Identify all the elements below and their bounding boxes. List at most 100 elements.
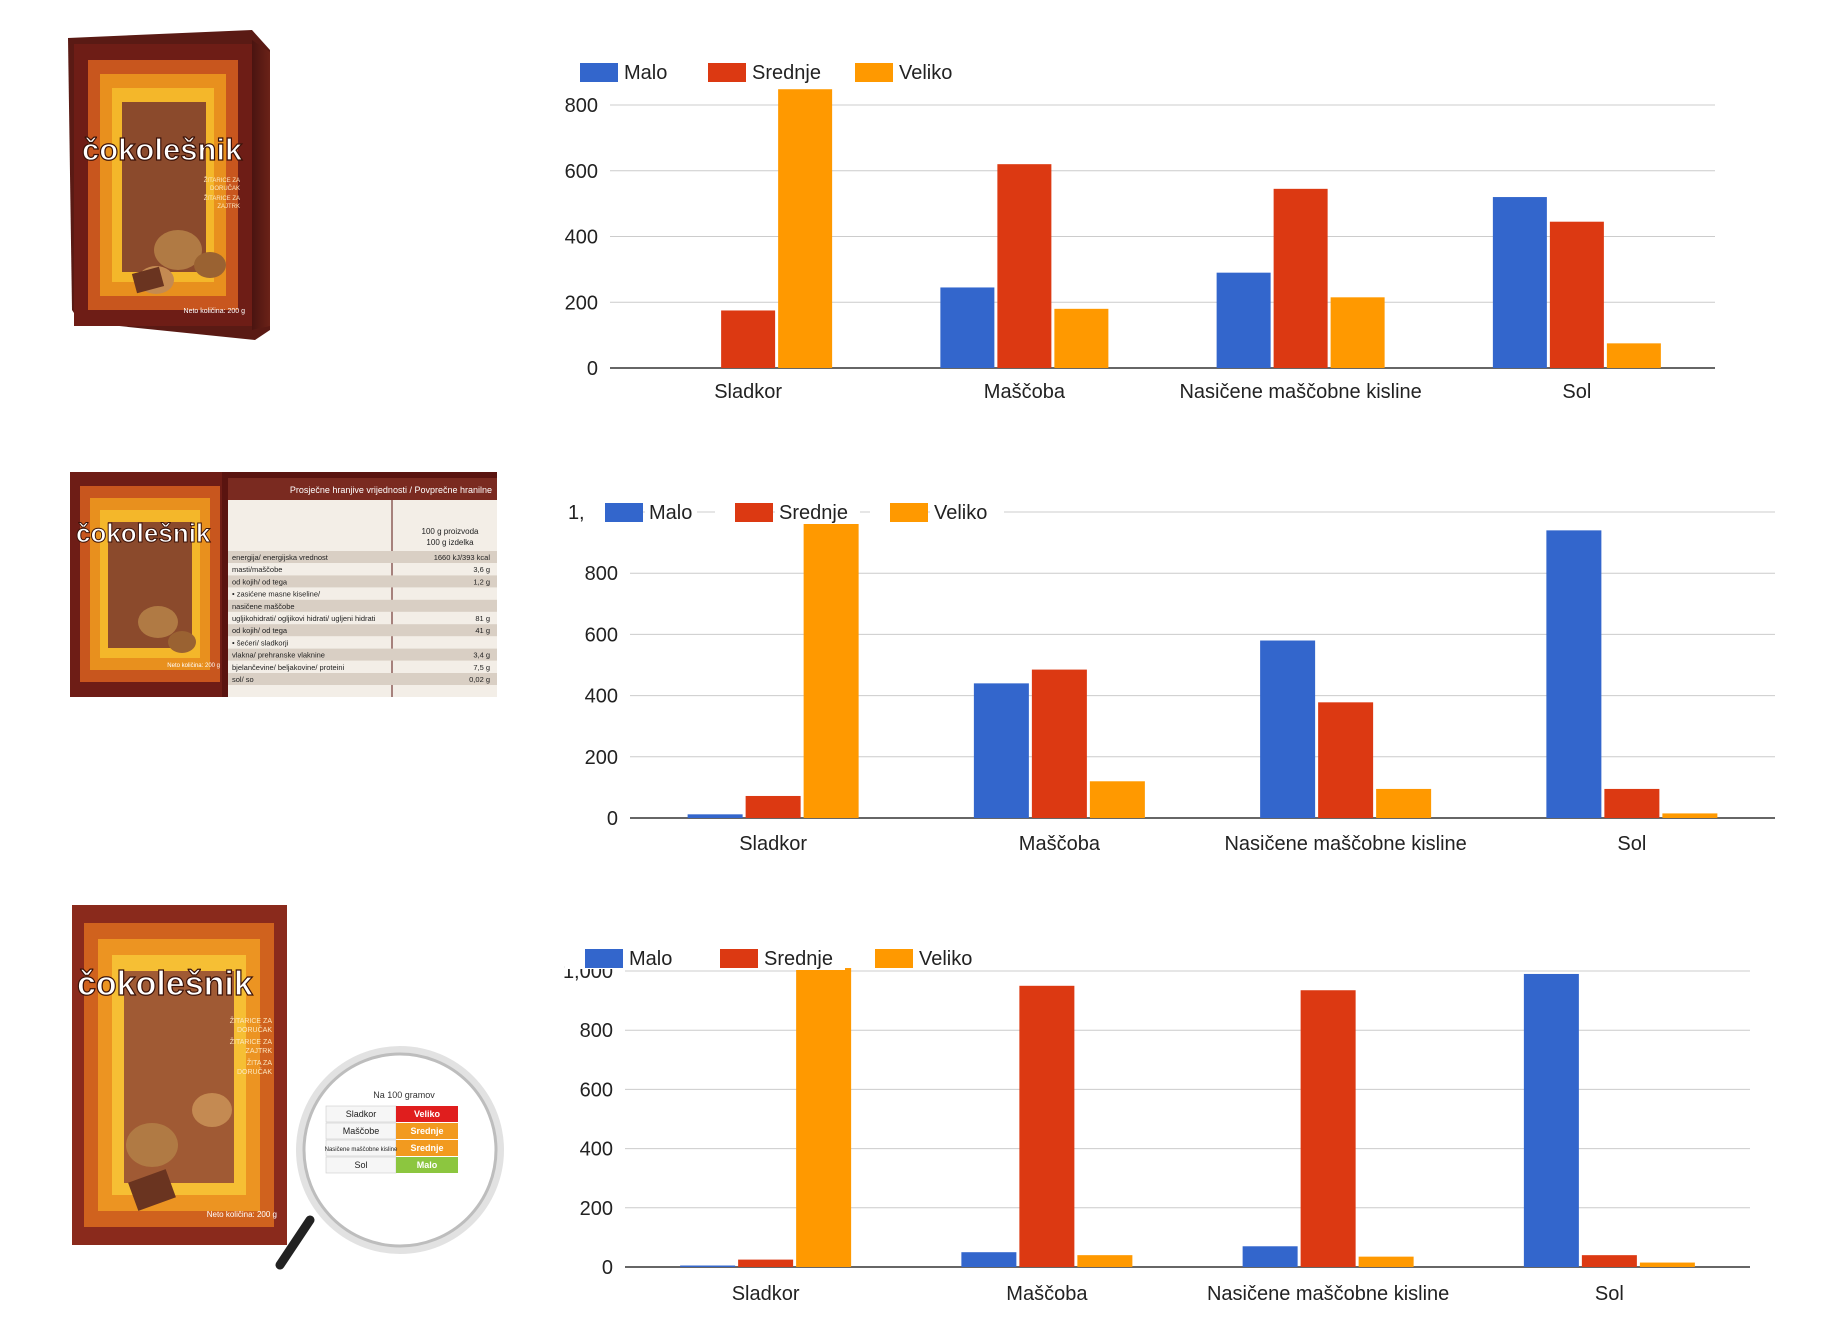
svg-text:ZAJTRK: ZAJTRK <box>246 1048 273 1055</box>
nutrition-row-name: • šećeri/ sladkorji <box>232 638 289 647</box>
level-badge <box>396 1140 458 1156</box>
svg-text:Neto količina: 200 g: Neto količina: 200 g <box>207 1210 277 1219</box>
magnifier-row-level: Veliko <box>414 1109 441 1119</box>
y-tick-label: 600 <box>580 1079 613 1101</box>
legend-label: Malo <box>624 62 667 84</box>
bar-malo <box>1260 640 1316 818</box>
nutrition-row-name: od kojih/ od tega <box>232 626 288 635</box>
magnifier-row-level: Srednje <box>410 1126 443 1136</box>
bar-veliko <box>1077 1255 1133 1267</box>
y-tick-label: 800 <box>565 95 598 117</box>
cereal-box-front-2: čokolešnik Neto količina: 200 g <box>70 472 230 697</box>
svg-text:ŽITA ZA: ŽITA ZA <box>247 1058 272 1067</box>
x-category-label: Maščoba <box>1019 833 1101 855</box>
legend-swatch <box>875 949 913 968</box>
svg-text:100 g proizvoda: 100 g proizvoda <box>422 527 479 536</box>
legend-label: Malo <box>649 502 692 524</box>
svg-text:ŽITARICE ZA: ŽITARICE ZA <box>204 194 240 202</box>
nutrition-row-name: bjelančevine/ beljakovine/ proteini <box>232 663 344 672</box>
legend-label: Srednje <box>752 62 821 84</box>
legend-swatch <box>890 503 928 522</box>
x-category-label: Sladkor <box>732 1283 800 1305</box>
y-tick-label: 800 <box>585 563 618 585</box>
bar-srednje <box>1581 1255 1637 1267</box>
nutrition-row-name: od kojih/ od tega <box>232 577 288 586</box>
chart-2: 02004006008001,000SladkorMaščobaNasičene… <box>568 500 1775 855</box>
x-category-label: Maščoba <box>1006 1283 1088 1305</box>
bar-malo <box>1492 197 1547 368</box>
legend-swatch <box>580 63 618 82</box>
magnifier: Na 100 gramov Sladkor Veliko Maščobe Srednj… <box>275 1046 504 1270</box>
bar-malo <box>1242 1246 1298 1267</box>
legend-swatch <box>855 63 893 82</box>
level-badge <box>396 1106 458 1122</box>
nutrition-row-name: energija/ energijska vrednost <box>232 553 329 562</box>
bar-srednje <box>1031 669 1087 818</box>
row-3: čokolešnik ŽITARICE ZA DORUČAK ŽITARICE … <box>0 900 1842 1320</box>
x-category-label: Sol <box>1617 833 1646 855</box>
bar-malo <box>680 1265 736 1267</box>
bar-veliko <box>1089 781 1145 818</box>
nutrition-row-value: 1,2 g <box>473 577 490 586</box>
row-2: čokolešnik Neto količina: 200 g Prosječn… <box>0 460 1842 880</box>
x-category-label: Sol <box>1562 381 1591 403</box>
brand-logo: čokolešnik <box>76 518 211 548</box>
bar-malo <box>973 683 1029 818</box>
bar-malo <box>940 287 995 368</box>
y-tick-label: 0 <box>587 358 598 380</box>
svg-text:DORUČAK: DORUČAK <box>237 1025 272 1034</box>
magnifier-title: Na 100 gramov <box>373 1090 435 1100</box>
y-tick-label: 800 <box>580 1020 613 1042</box>
y-tick-label: 0 <box>607 808 618 830</box>
cereal-box-front-3: čokolešnik ŽITARICE ZA DORUČAK ŽITARICE … <box>72 905 287 1245</box>
nutrition-row-value: 41 g <box>475 626 490 635</box>
bar-veliko <box>1054 308 1109 368</box>
legend-label: Srednje <box>779 502 848 524</box>
svg-text:ŽITARICE ZA: ŽITARICE ZA <box>204 176 240 184</box>
svg-text:DORUČAK: DORUČAK <box>237 1067 272 1076</box>
legend-label: Veliko <box>934 502 987 524</box>
nutrition-row-name: vlakna/ prehranske vlaknine <box>232 651 325 660</box>
svg-text:ŽITARICE ZA: ŽITARICE ZA <box>230 1016 273 1025</box>
y-tick-label: 600 <box>565 161 598 183</box>
bar-srednje <box>721 310 776 368</box>
bar-srednje <box>1300 990 1356 1267</box>
nutrition-row-value: 0,02 g <box>469 675 490 684</box>
magnifier-row-name: Sol <box>354 1160 367 1170</box>
bar-malo <box>687 814 743 818</box>
magnifier-row-level: Srednje <box>410 1143 443 1153</box>
nutrition-row-value: 81 g <box>475 614 490 623</box>
bar-srednje <box>997 164 1052 368</box>
bar-srednje <box>1019 985 1075 1267</box>
y-tick-label: 200 <box>580 1198 613 1220</box>
bar-malo <box>1216 272 1271 368</box>
legend-swatch <box>735 503 773 522</box>
legend-swatch <box>708 63 746 82</box>
bar-veliko <box>778 89 833 368</box>
svg-text:Prosječne hranjive vrijednosti: Prosječne hranjive vrijednosti / Povpreč… <box>290 485 492 495</box>
svg-text:ZAJTRK: ZAJTRK <box>217 204 240 210</box>
y-tick-label: 0 <box>602 1257 613 1279</box>
svg-text:100 g izdelka: 100 g izdelka <box>426 538 474 547</box>
magnifier-row-name: Maščobe <box>343 1126 380 1136</box>
y-tick-label: 600 <box>585 624 618 646</box>
legend-label: Veliko <box>899 62 952 84</box>
nutrition-row-name: ugljikohidrati/ ogljikovi hidrati/ uglje… <box>232 614 376 623</box>
nutrition-row-value: 1660 kJ/393 kcal <box>434 553 491 562</box>
nutrition-row-name: • zasićene masne kiseline/ <box>232 590 321 599</box>
bar-malo <box>1523 973 1579 1267</box>
legend-swatch <box>585 949 623 968</box>
svg-text:DORUČAK: DORUČAK <box>210 185 240 192</box>
legend-label: Malo <box>629 948 672 970</box>
magnifier-row-level: Malo <box>417 1160 438 1170</box>
nutrition-row-value: 7,5 g <box>473 663 490 672</box>
x-category-label: Nasičene maščobne kisline <box>1207 1283 1449 1305</box>
brand-logo: čokolešnik <box>77 965 253 1003</box>
bar-srednje <box>745 795 801 818</box>
bar-malo <box>961 1252 1017 1267</box>
bar-veliko <box>803 519 859 818</box>
bar-srednje <box>738 1259 794 1267</box>
bar-veliko <box>1358 1256 1414 1267</box>
bar-srednje <box>1549 221 1604 368</box>
